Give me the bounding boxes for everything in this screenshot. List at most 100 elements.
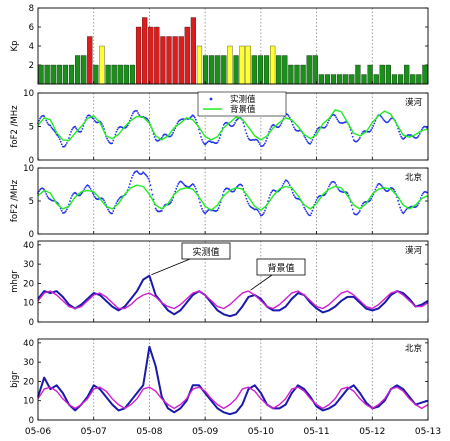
y-axis-label: foF2 /MHz [10, 105, 20, 148]
kp-bar [68, 64, 75, 85]
series-point [328, 119, 330, 122]
series-point [200, 205, 202, 207]
kp-bar [196, 45, 203, 85]
kp-bar [202, 55, 209, 85]
series-point [218, 204, 221, 207]
kp-bar [56, 64, 62, 85]
series-point [87, 184, 90, 187]
series-point [39, 117, 41, 120]
series-point [398, 130, 401, 133]
kp-bar [300, 64, 306, 85]
kp-bar [294, 64, 300, 85]
series-point [50, 126, 53, 129]
series-point [376, 184, 379, 187]
series-point [46, 121, 49, 124]
series-point [132, 174, 134, 177]
series-point [286, 113, 289, 116]
series-point [176, 122, 179, 125]
series-point [359, 137, 361, 139]
kp-bar [111, 64, 117, 85]
series-point [102, 198, 104, 200]
series-line [37, 345, 429, 416]
series-point [201, 138, 203, 141]
series-point [387, 120, 390, 123]
series-point [314, 131, 317, 134]
series-point [324, 125, 327, 128]
series-point [82, 125, 85, 127]
series-line [37, 274, 429, 318]
kp-bar [251, 55, 257, 85]
kp-bar [404, 64, 410, 85]
series-point [89, 188, 92, 190]
series-point [304, 136, 307, 139]
series-point [202, 210, 204, 212]
series-point [88, 186, 91, 189]
series-point [234, 188, 236, 191]
series-point [181, 181, 184, 184]
series-point [71, 128, 73, 131]
y-axis-label: foF2 /MHz [10, 179, 20, 222]
series-point [150, 188, 153, 191]
series-point [369, 199, 372, 202]
series-point [246, 200, 249, 203]
kp-bar [81, 55, 87, 85]
kp-bar [385, 64, 391, 85]
series-point [104, 201, 106, 204]
series-point [270, 126, 273, 128]
series-point [379, 183, 382, 186]
series-point [107, 208, 110, 211]
series-point [336, 118, 339, 121]
series-point [194, 118, 197, 121]
series-point [217, 139, 220, 142]
series-point [337, 120, 340, 122]
kp-bar [355, 64, 361, 85]
kp-bar [324, 74, 331, 85]
series-point [80, 193, 83, 195]
series-point [351, 135, 354, 138]
series-point [115, 130, 118, 133]
panel-5: 0 10 20 30 40 bjgr 北京 [10, 338, 429, 426]
series-point [81, 128, 84, 130]
series-point [136, 110, 138, 112]
series-point [136, 170, 138, 173]
series-point [193, 116, 196, 119]
series-point [106, 137, 109, 140]
series-point [304, 208, 307, 211]
series-point [278, 125, 281, 128]
series-point [246, 135, 249, 138]
annotation: 背景值 [250, 258, 306, 291]
series-point [305, 138, 308, 141]
series-point [154, 207, 157, 210]
annotation-box [256, 258, 306, 276]
x-tick-label: 05-10 [248, 427, 274, 437]
y-tick-label: 2 [29, 61, 34, 71]
series-point [129, 180, 132, 182]
station-label: 漠河 [405, 245, 423, 256]
kp-bar [221, 55, 227, 85]
series-point [373, 122, 376, 125]
kp-bar [227, 45, 233, 85]
series-point [417, 134, 420, 137]
y-tick-label: 5 [29, 197, 34, 207]
panel-1: 2 4 6 8 Kp [10, 4, 429, 85]
series-point [311, 209, 314, 212]
annotation-leader [151, 258, 191, 276]
series-point [401, 211, 404, 214]
kp-bar [160, 36, 166, 85]
series-point [170, 135, 172, 137]
series-point [92, 193, 95, 196]
x-tick-label: 05-09 [192, 427, 218, 437]
series-point [146, 175, 149, 178]
series-point [292, 126, 295, 129]
series-point [325, 124, 328, 126]
series-point [356, 212, 359, 215]
series-point [351, 208, 354, 211]
kp-bar [318, 74, 324, 85]
series-point [309, 214, 312, 217]
series-point [426, 126, 428, 129]
series-point [216, 209, 219, 212]
series-point [128, 183, 131, 186]
series-point [111, 142, 114, 145]
series-point [306, 212, 309, 214]
